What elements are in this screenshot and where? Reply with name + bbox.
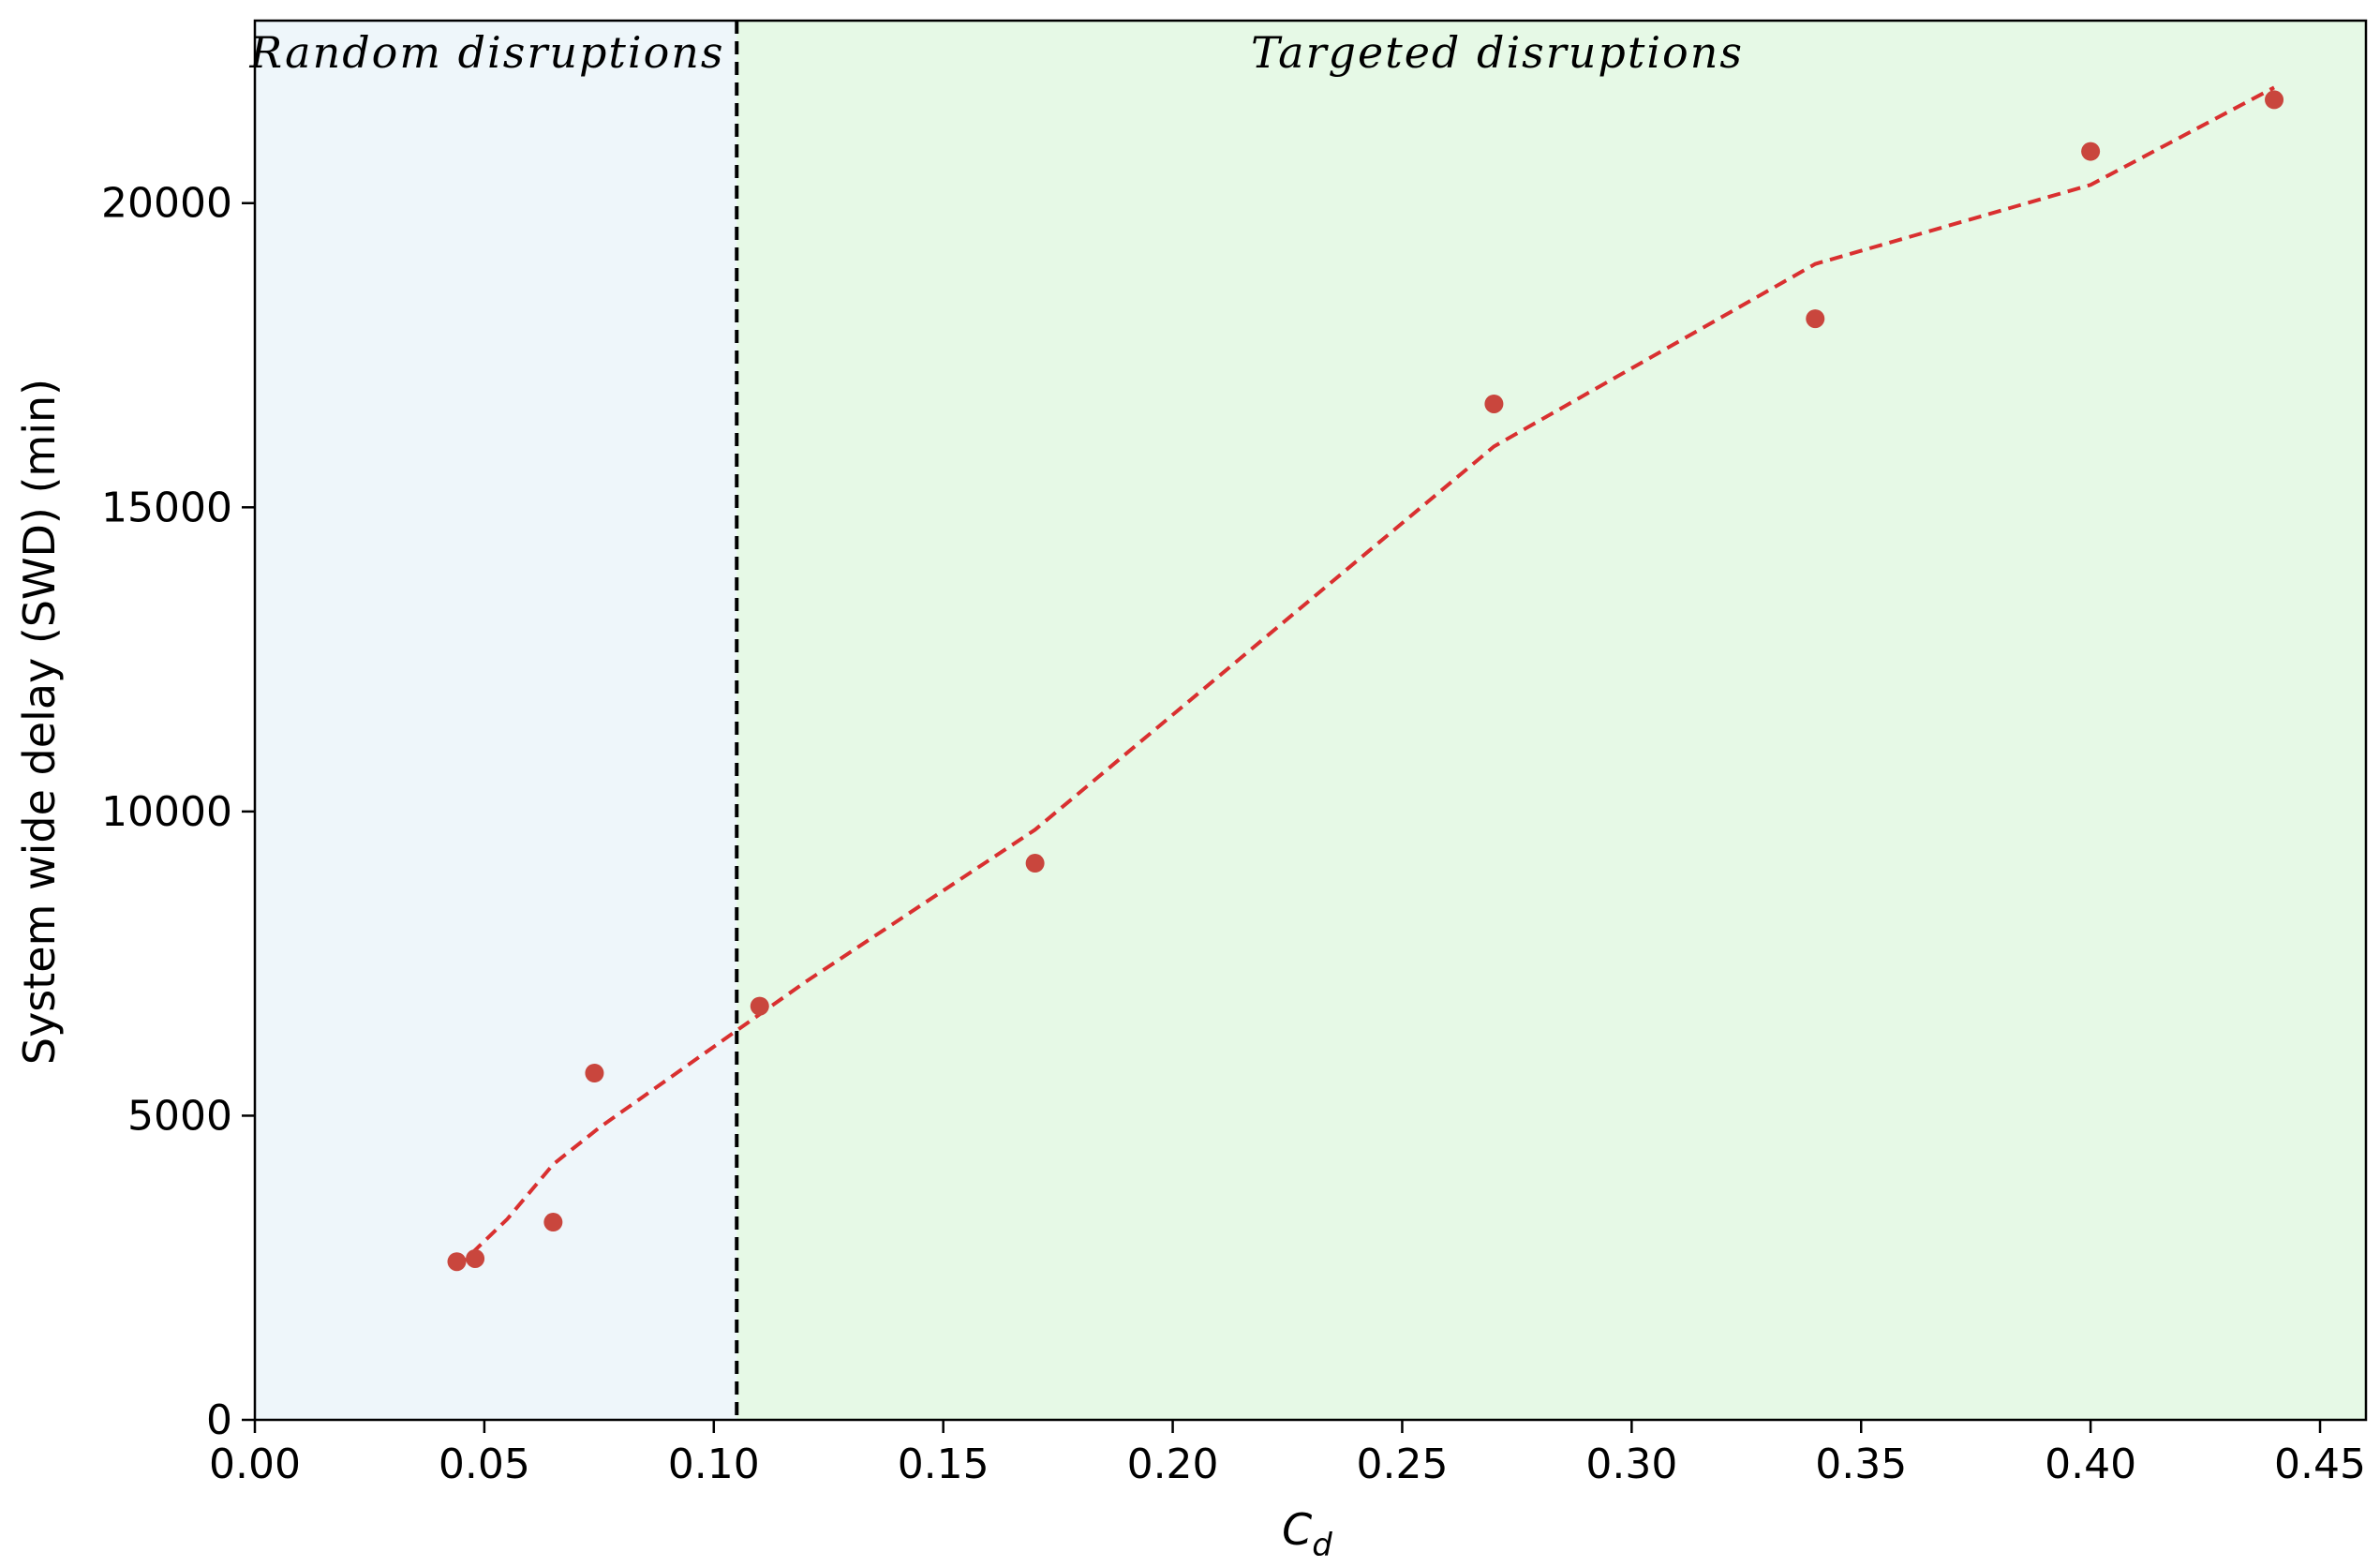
trend-line <box>455 85 2275 1270</box>
y-tick-label-3: 15000 <box>101 484 232 531</box>
x-tick-label-1: 0.05 <box>439 1440 530 1488</box>
x-axis-ticks: 0.00 0.05 0.10 0.15 0.20 0.25 0.30 0.35 0.40 0.45 <box>209 1420 2366 1488</box>
points-layer <box>447 90 2284 1272</box>
data-point-8 <box>2081 142 2101 161</box>
trend-layer <box>455 85 2275 1270</box>
x-tick-label-2: 0.10 <box>668 1440 760 1488</box>
x-tick-label-0: 0.00 <box>209 1440 301 1488</box>
plot-frame <box>253 19 2368 1422</box>
x-tick-label-4: 0.20 <box>1127 1440 1219 1488</box>
plot-background <box>255 21 2366 1420</box>
region-label-random: Random disruptions <box>248 27 724 78</box>
y-axis-ticks: 0 5000 10000 15000 20000 <box>101 180 255 1444</box>
y-tick-label-1: 5000 <box>127 1092 232 1140</box>
region-background-1 <box>736 21 2366 1420</box>
data-point-4 <box>750 996 769 1016</box>
region-background-0 <box>255 21 737 1420</box>
y-tick-label-2: 10000 <box>101 788 232 836</box>
data-point-2 <box>543 1213 563 1232</box>
x-axis-label: Cd <box>1282 1504 1332 1564</box>
data-point-6 <box>1484 394 1504 413</box>
y-tick-label-0: 0 <box>206 1396 232 1444</box>
region-label-targeted: Targeted disruptions <box>1251 27 1744 78</box>
x-axis-label-subscript: d <box>1312 1527 1332 1564</box>
x-tick-label-6: 0.30 <box>1585 1440 1677 1488</box>
data-point-5 <box>1025 854 1045 873</box>
data-point-0 <box>447 1252 467 1272</box>
y-axis-label: System wide delay (SWD) (min) <box>14 379 65 1065</box>
x-tick-label-5: 0.25 <box>1356 1440 1448 1488</box>
x-tick-label-3: 0.15 <box>898 1440 989 1488</box>
frame-layer <box>253 19 2368 1422</box>
x-tick-label-8: 0.40 <box>2045 1440 2136 1488</box>
data-point-9 <box>2265 90 2284 110</box>
x-axis-label-main: C <box>1282 1504 1312 1555</box>
y-tick-label-4: 20000 <box>101 180 232 228</box>
x-tick-label-7: 0.35 <box>1815 1440 1907 1488</box>
data-point-7 <box>1806 309 1825 329</box>
data-point-3 <box>585 1063 604 1082</box>
x-tick-label-9: 0.45 <box>2274 1440 2366 1488</box>
data-point-1 <box>466 1248 485 1268</box>
